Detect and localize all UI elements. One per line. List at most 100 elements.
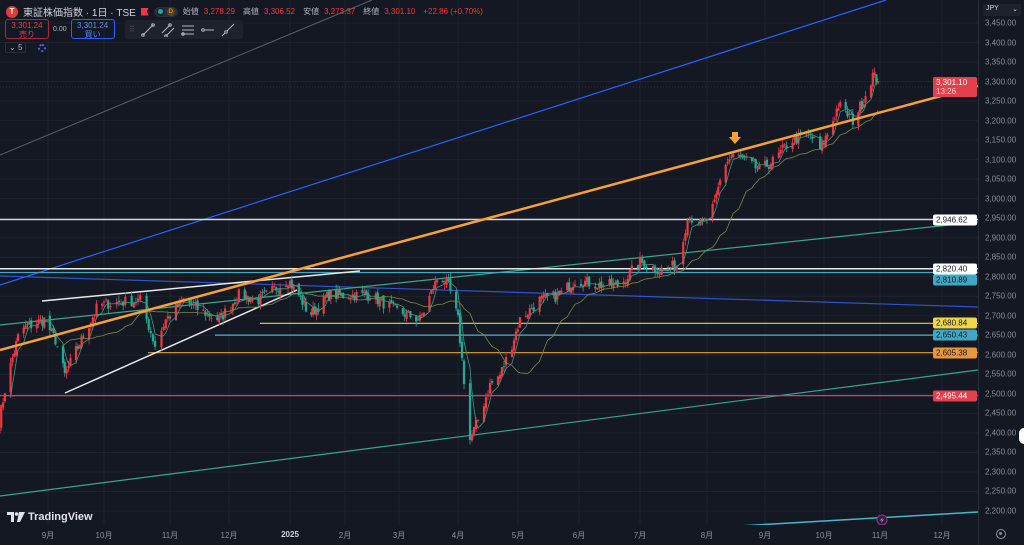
candle-body bbox=[342, 292, 345, 298]
candle-body bbox=[367, 293, 370, 301]
candle-body bbox=[65, 369, 68, 374]
symbol-title[interactable]: 東証株価指数 · 1日 · TSE bbox=[23, 8, 136, 19]
candle-body bbox=[628, 269, 631, 281]
candle bbox=[11, 353, 14, 367]
candle bbox=[645, 264, 648, 274]
candle-body bbox=[322, 295, 325, 314]
blue-descending-line[interactable] bbox=[0, 275, 978, 308]
flag-icon[interactable] bbox=[140, 7, 149, 16]
candle bbox=[588, 276, 591, 290]
candle bbox=[243, 287, 246, 301]
candle-body bbox=[726, 162, 729, 164]
candle-body bbox=[394, 304, 397, 306]
parallel-channel-icon[interactable] bbox=[161, 22, 175, 37]
candle bbox=[257, 294, 260, 308]
candle-body bbox=[329, 290, 332, 300]
candle-body bbox=[15, 341, 18, 356]
candle bbox=[202, 304, 205, 312]
buy-button[interactable]: 3,301.24 買い bbox=[70, 19, 115, 39]
candle bbox=[326, 290, 329, 298]
trend-line-icon[interactable] bbox=[141, 22, 155, 37]
candle-body bbox=[1, 402, 5, 408]
currency-select[interactable]: JPY ⌄ bbox=[983, 4, 1021, 16]
candle bbox=[470, 430, 474, 443]
symbol-logo-icon: T bbox=[6, 5, 18, 18]
candle-body bbox=[758, 164, 761, 170]
extended-line-icon[interactable] bbox=[221, 23, 235, 37]
candle bbox=[16, 332, 20, 343]
time-tick-label: 12月 bbox=[220, 531, 238, 540]
candle-body bbox=[102, 301, 106, 303]
blue-channel-upper-line[interactable] bbox=[0, 0, 887, 286]
candle bbox=[624, 279, 627, 288]
tradingview-logo[interactable]: TradingView bbox=[7, 511, 93, 523]
settings-icon[interactable] bbox=[996, 529, 1006, 539]
candle bbox=[432, 285, 435, 294]
candle-body bbox=[149, 330, 152, 334]
candle bbox=[3, 392, 7, 404]
candle bbox=[105, 297, 108, 303]
candle-body bbox=[162, 326, 165, 331]
candle-body bbox=[43, 317, 46, 328]
candle bbox=[245, 291, 248, 305]
candle bbox=[134, 297, 138, 306]
candle-body bbox=[101, 303, 104, 306]
candle bbox=[303, 297, 306, 307]
price-tick-label: 2,650.00 bbox=[985, 330, 1017, 340]
candle-body bbox=[860, 101, 864, 110]
candle-body bbox=[335, 289, 338, 299]
candle-body bbox=[703, 218, 706, 221]
candle-body bbox=[35, 324, 38, 329]
candle bbox=[472, 426, 476, 438]
candle-body bbox=[822, 143, 826, 145]
candle-body bbox=[767, 166, 771, 169]
candle bbox=[151, 332, 155, 345]
candle-body bbox=[636, 264, 640, 269]
orange-resistance-line[interactable] bbox=[0, 84, 978, 352]
candle-body bbox=[454, 292, 458, 309]
candle-body bbox=[769, 164, 772, 170]
price-axis[interactable]: JPY ⌄ 3,301.10 13:26 3,450.00 3,400.00 3,35… bbox=[933, 0, 1024, 545]
price-tick-label: 3,000.00 bbox=[985, 194, 1017, 204]
drag-handle-icon[interactable]: ⠿ bbox=[129, 25, 135, 34]
candle-body bbox=[251, 297, 254, 301]
cyan-bottom-line[interactable] bbox=[705, 511, 978, 525]
green-trend-line[interactable] bbox=[0, 221, 978, 326]
candle-body bbox=[820, 141, 824, 151]
candle-body bbox=[208, 314, 211, 317]
candle-body bbox=[263, 290, 266, 292]
candle-body bbox=[699, 218, 702, 226]
time-axis[interactable]: 9月 10月 11月 12月 2025 2月 3月 4月 5月 6月 7月 8月 9月 10月 11月 12月 bbox=[0, 525, 978, 545]
candle bbox=[660, 264, 663, 276]
price-chart[interactable] bbox=[0, 0, 978, 525]
scroll-handle[interactable] bbox=[1019, 428, 1024, 444]
indicators-toggle[interactable]: ⌄ 5 bbox=[5, 42, 27, 53]
candle-body bbox=[223, 308, 227, 318]
candle-body bbox=[560, 290, 563, 294]
gray-trend-line[interactable] bbox=[0, 0, 373, 156]
time-tick-label: 12月 bbox=[933, 531, 951, 540]
sell-button[interactable]: 3,301.24 売り bbox=[5, 19, 49, 39]
candle bbox=[818, 133, 822, 150]
candle bbox=[844, 98, 847, 113]
fib-retracement-icon[interactable] bbox=[181, 23, 195, 37]
market-status[interactable]: D bbox=[153, 6, 178, 17]
candle bbox=[807, 128, 810, 138]
arrow-down-marker[interactable] bbox=[729, 132, 741, 144]
wedge-upper-line[interactable] bbox=[41, 270, 361, 302]
candle-body bbox=[82, 336, 85, 338]
candle-body bbox=[22, 327, 25, 334]
lightning-icon[interactable] bbox=[876, 514, 888, 525]
candle bbox=[428, 292, 431, 313]
last-price-value: 3,301.10 bbox=[936, 78, 968, 87]
candle-body bbox=[347, 298, 350, 300]
candle-body bbox=[449, 278, 452, 291]
candle-body bbox=[474, 419, 478, 430]
candle bbox=[862, 98, 865, 109]
candle bbox=[153, 335, 157, 350]
time-tick-label: 9月 bbox=[41, 531, 55, 540]
green-lower-trend-line[interactable] bbox=[0, 369, 978, 497]
candle bbox=[482, 403, 486, 423]
horizontal-ray-icon[interactable] bbox=[201, 23, 215, 37]
candle-body bbox=[556, 292, 559, 300]
